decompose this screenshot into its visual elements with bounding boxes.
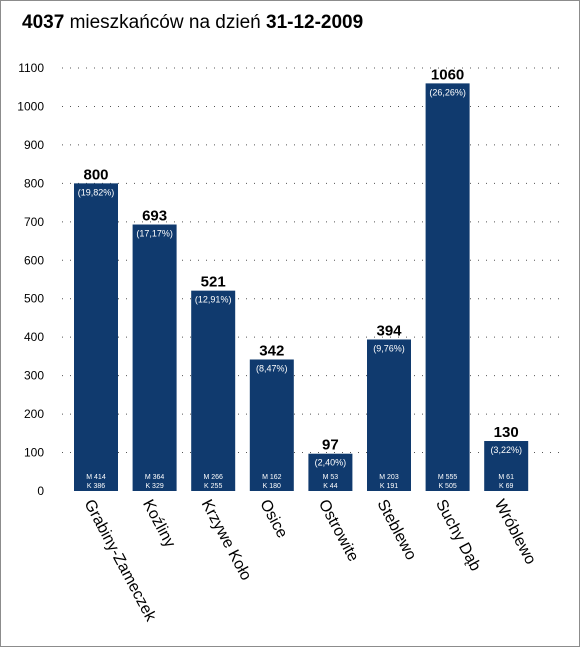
y-tick-label: 0 (37, 484, 44, 498)
y-tick-label: 200 (24, 407, 44, 421)
y-tick-label: 1100 (18, 61, 44, 75)
bar-female-label: K 180 (263, 483, 281, 490)
y-tick-label: 500 (24, 292, 44, 306)
title-total: 4037 (22, 12, 65, 33)
y-tick-label: 300 (24, 369, 44, 383)
category-label: Krzywe Koło (198, 497, 255, 584)
bar-male-label: M 203 (379, 474, 399, 481)
y-tick-label: 100 (24, 446, 44, 460)
bar-female-label: K 505 (438, 483, 456, 490)
category-label: Ostrowite (315, 497, 362, 565)
bar-percent-label: (9,76%) (373, 343, 405, 353)
bar-female-label: K 44 (323, 483, 338, 490)
bar (484, 441, 529, 491)
y-tick-label: 1000 (17, 99, 44, 113)
y-tick-label: 700 (24, 215, 44, 229)
category-label: Steblewo (373, 497, 419, 563)
bar-male-label: M 414 (86, 474, 106, 481)
bar-male-label: M 162 (262, 474, 282, 481)
bar (191, 290, 236, 491)
bar-percent-label: (8,47%) (256, 363, 288, 373)
bar-value-label: 521 (201, 274, 226, 291)
bar-value-label: 693 (142, 208, 167, 225)
bar (132, 224, 177, 491)
y-tick-label: 400 (24, 330, 44, 344)
bar-female-label: K 191 (380, 483, 398, 490)
bar-female-label: K 386 (87, 483, 105, 490)
bar-male-label: M 266 (203, 474, 223, 481)
category-label: Wróblewo (491, 497, 539, 568)
bar-percent-label: (17,17%) (136, 229, 173, 239)
bar (425, 83, 470, 491)
category-label: Osice (256, 497, 290, 541)
bar-male-label: M 364 (145, 474, 165, 481)
y-tick-label: 800 (24, 176, 44, 190)
bar (367, 339, 411, 491)
bar-female-label: K 329 (145, 483, 163, 490)
bar-percent-label: (19,82%) (78, 187, 115, 197)
category-label: Koźliny (139, 497, 178, 551)
bar-male-label: M 53 (323, 474, 339, 481)
bar (74, 183, 118, 491)
bar-percent-label: (26,26%) (429, 87, 466, 97)
bar-value-label: 394 (376, 322, 402, 339)
y-tick-label: 600 (24, 253, 44, 267)
bar-female-label: K 69 (499, 483, 514, 490)
bar-male-label: M 61 (498, 474, 514, 481)
y-tick-label: 900 (24, 138, 44, 152)
bar-value-label: 342 (259, 342, 284, 359)
title-middle: mieszkańców na dzień (69, 12, 261, 33)
bar-value-label: 97 (322, 437, 339, 454)
category-label: Suchy Dąb (432, 497, 484, 574)
bar-percent-label: (3,22%) (490, 445, 522, 455)
title-date: 31-12-2009 (266, 12, 364, 33)
chart-title: 4037 mieszkańców na dzień 31-12-2009 (22, 12, 363, 34)
bar-value-label: 1060 (431, 66, 464, 83)
bar-female-label: K 255 (204, 483, 222, 490)
bar-male-label: M 555 (438, 474, 458, 481)
bar (249, 359, 294, 491)
bar-percent-label: (2,40%) (315, 458, 347, 468)
bar-percent-label: (12,91%) (195, 295, 232, 305)
bar-value-label: 800 (83, 166, 108, 183)
bar-value-label: 130 (494, 424, 519, 441)
bar (308, 453, 353, 491)
